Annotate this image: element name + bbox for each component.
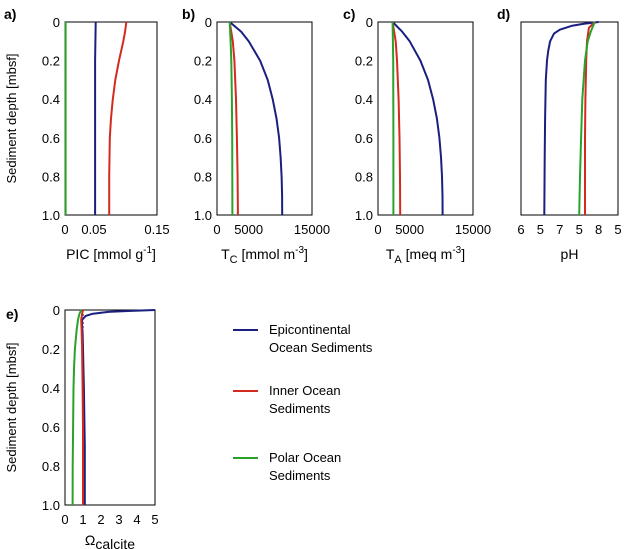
series-line-epicontinental [81, 309, 156, 505]
series-line-polar [578, 21, 596, 216]
x-axis-label: TC [mmol m-3] [221, 245, 308, 266]
y-tick-label: 0 [53, 303, 60, 318]
series-line-epicontinental [94, 21, 97, 215]
x-tick-label: 8 [595, 222, 602, 237]
panel-label: a) [4, 6, 16, 22]
plot-frame [520, 21, 619, 216]
y-tick-label: 0.8 [42, 169, 60, 184]
y-tick-label: 0.6 [194, 131, 212, 146]
y-tick-label: 1.0 [42, 208, 60, 223]
series-line-epicontinental [543, 21, 599, 216]
x-tick-label: 0 [374, 222, 381, 237]
x-tick-label: 0 [213, 222, 220, 237]
legend-label-line1: Epicontinental [269, 322, 351, 337]
y-tick-label: 0.2 [42, 54, 60, 69]
series-line-epicontinental [229, 21, 284, 216]
y-tick-label: 0.2 [42, 342, 60, 357]
legend-label-line2: Sediments [269, 468, 331, 483]
panel-label: e) [6, 306, 18, 322]
panel-4: d)6 5 7 5 8 5pH [497, 6, 622, 262]
y-tick-label: 0.8 [42, 459, 60, 474]
panel-5: e) 0 0.2 0.4 0.6 0.8 1.0 Sediment depth [mbsf] 0… [4, 303, 159, 549]
x-axis-label: pH [561, 246, 579, 262]
x-tick-label: 5 [537, 222, 544, 237]
y-tick-label: 0.4 [42, 381, 60, 396]
y-tick-label: 0.6 [42, 420, 60, 435]
y-tick-label: 0 [366, 15, 373, 30]
x-tick-label: 5000 [234, 222, 263, 237]
x-axis-label: TA [meq m-3] [386, 245, 465, 266]
x-tick-label: 2 [97, 512, 104, 527]
x-tick-label: 5 [576, 222, 583, 237]
y-tick-label: 0.4 [355, 92, 373, 107]
x-tick-label: 5000 [395, 222, 424, 237]
y-tick-label: 1.0 [42, 498, 60, 513]
x-tick-label: 1 [79, 512, 86, 527]
y-tick-label: 0.4 [42, 92, 60, 107]
y-tick-label: 0.8 [194, 169, 212, 184]
x-tick-label: 15000 [294, 222, 330, 237]
series-line-epicontinental [391, 21, 444, 216]
legend-label-line2: Ocean Sediments [269, 340, 373, 355]
y-tick-label: 0 [205, 15, 212, 30]
y-tick-label: 0.4 [194, 92, 212, 107]
series-line-inner [228, 21, 239, 216]
legend-label-line2: Sediments [269, 401, 331, 416]
x-tick-label: 6 [517, 222, 524, 237]
panel-label: d) [497, 6, 510, 22]
x-tick-label: 0 [61, 512, 68, 527]
x-axis-label: Ωcalcite [85, 532, 135, 549]
x-tick-label: 7 [556, 222, 563, 237]
legend-item-epicontinental: Epicontinental Ocean Sediments [233, 322, 373, 355]
y-tick-label: 0.2 [355, 54, 373, 69]
legend-item-inner: Inner Ocean Sediments [233, 383, 341, 416]
y-axis-label: Sediment depth [mbsf] [4, 342, 19, 472]
series-line-polar [228, 21, 234, 216]
legend-item-polar: Polar Ocean Sediments [233, 450, 341, 483]
x-tick-label: 0.15 [144, 222, 169, 237]
series-line-inner [80, 309, 84, 505]
x-tick-label: 0 [61, 222, 68, 237]
legend: Epicontinental Ocean Sediments Inner Ocean… [233, 322, 373, 483]
y-tick-label: 0 [53, 15, 60, 30]
series-line-polar [391, 21, 395, 215]
x-tick-label: 3 [115, 512, 122, 527]
panel-1: a) 0 0.2 0.4 0.6 0.8 1.0 Sediment depth [mbsf] 0… [4, 6, 170, 262]
plot-frame [64, 309, 156, 506]
y-tick-label: 1.0 [355, 208, 373, 223]
y-tick-label: 1.0 [194, 208, 212, 223]
x-tick-label: 5 [151, 512, 158, 527]
x-tick-label: 4 [133, 512, 140, 527]
y-tick-label: 0.8 [355, 169, 373, 184]
plot-frame [377, 21, 474, 216]
legend-label-line1: Polar Ocean [269, 450, 341, 465]
y-axis-label: Sediment depth [mbsf] [4, 53, 19, 183]
plot-frame [216, 21, 313, 216]
x-tick-label: 15000 [455, 222, 491, 237]
series-line-inner [108, 21, 128, 215]
y-tick-label: 0.6 [42, 131, 60, 146]
y-tick-label: 0.2 [194, 54, 212, 69]
x-tick-label: 5 [614, 222, 621, 237]
legend-label-line1: Inner Ocean [269, 383, 341, 398]
x-tick-label: 0.05 [81, 222, 106, 237]
series-line-polar [71, 309, 83, 506]
panel-label: c) [343, 6, 355, 22]
series-line-inner [584, 21, 596, 215]
series-line-inner [391, 21, 402, 216]
y-tick-label: 0.6 [355, 131, 373, 146]
x-axis-label: PIC [mmol g-1] [66, 245, 156, 262]
panel-label: b) [182, 6, 195, 22]
